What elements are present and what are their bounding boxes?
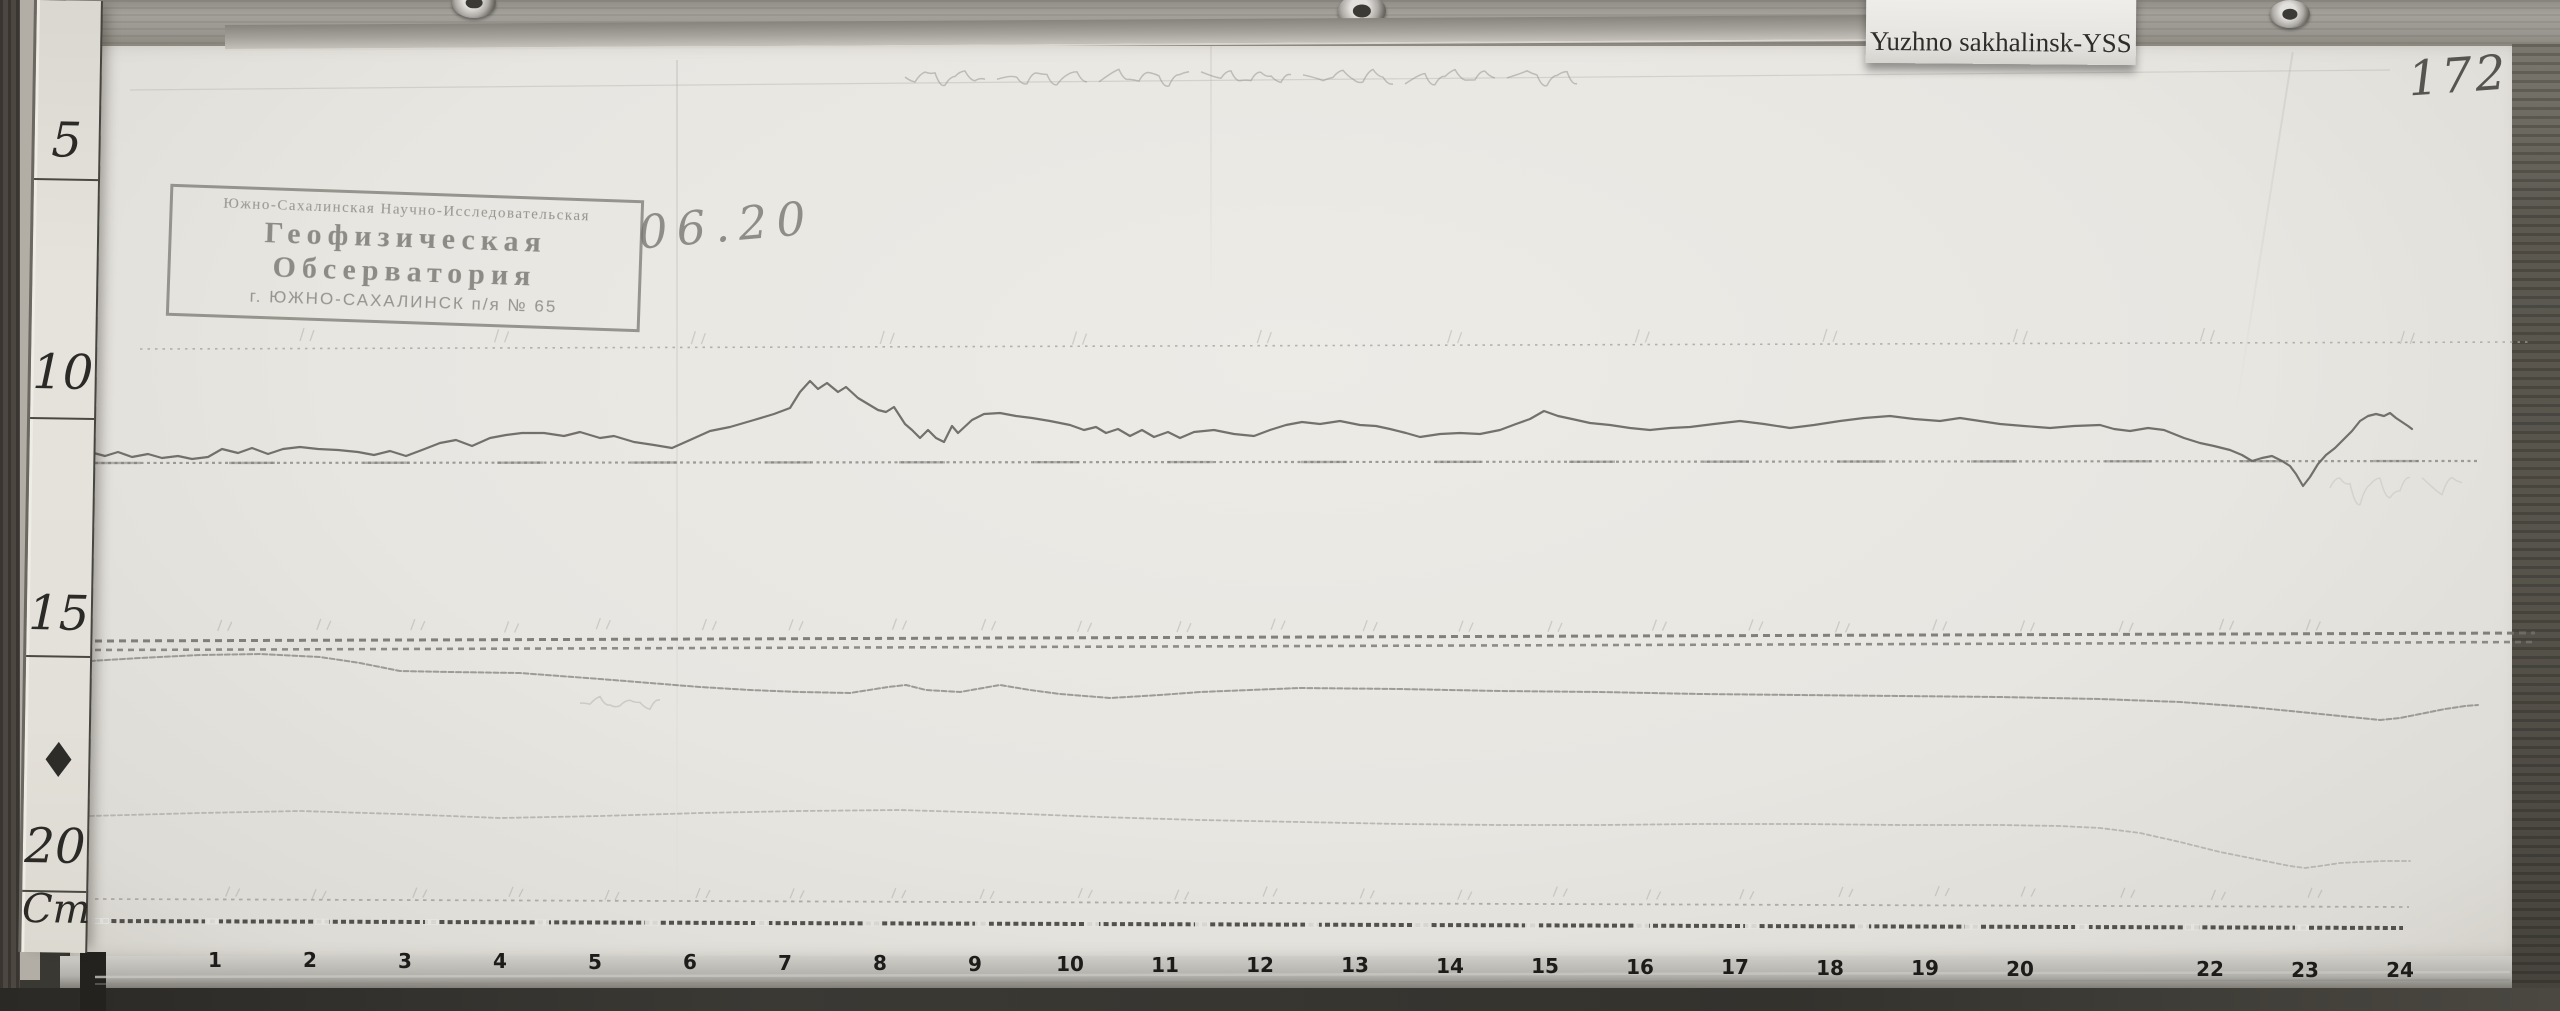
baseline-upper-dotted (94, 459, 2479, 465)
hour-label-16: 16 (1626, 954, 1654, 979)
paper-bottom-edge-a (94, 970, 2511, 979)
hour-label-8: 8 (873, 951, 887, 976)
hour-label-5: 5 (588, 949, 602, 974)
hour-label-18: 18 (1816, 955, 1844, 980)
screw-icon (2270, 0, 2310, 28)
hour-label-14: 14 (1436, 953, 1464, 978)
chart-paper-sheet (70, 36, 2516, 960)
ruler-mark-15: 15 (27, 584, 90, 642)
diamond-icon: ◆ (45, 730, 73, 783)
trace-middle-smooth (89, 653, 2479, 721)
ruler-foot-shadow (80, 952, 106, 1011)
ruler-division-line (34, 178, 99, 182)
bottom-bold-dash (94, 919, 2404, 930)
screw-icon (452, 0, 496, 18)
wood-left-edge (0, 0, 20, 1011)
paper-bottom-edge-b (94, 979, 2511, 985)
sheet-number-handwritten: 172 (2406, 44, 2511, 108)
hour-label-12: 12 (1246, 952, 1274, 977)
hour-label-2: 2 (303, 948, 317, 973)
ruler-division-line (26, 654, 91, 659)
hour-label-9: 9 (968, 951, 982, 976)
hour-label-4: 4 (493, 949, 507, 974)
trace-lower-faint (89, 809, 2411, 869)
hour-label-15: 15 (1531, 954, 1559, 979)
hour-label-10: 10 (1056, 952, 1084, 977)
hour-label-24: 24 (2386, 958, 2414, 983)
hour-label-19: 19 (1911, 956, 1939, 981)
hour-label-1: 1 (208, 948, 222, 972)
observatory-stamp: Южно-Сахалинская Научно-Исследовательска… (165, 183, 645, 333)
faint-scale-values-upper (299, 327, 2415, 345)
hour-label-17: 17 (1721, 955, 1749, 980)
hour-label-7: 7 (778, 950, 792, 975)
hour-ticks-lower (225, 885, 2323, 901)
double-dash-lower (94, 640, 2536, 652)
station-label-text: Yuzhno sakhalinsk-YSS (1869, 25, 2132, 59)
stamp-line-2: Геофизическая Обсерватория (263, 216, 548, 293)
pencil-dotted-upper (139, 341, 2531, 350)
pencil-scribble-mid-left (579, 695, 661, 711)
wood-bottom-edge (0, 988, 2560, 1011)
double-dash-upper (94, 631, 2536, 643)
pencil-scribble-right-end (2329, 476, 2463, 506)
hour-label-20: 20 (2006, 956, 2034, 981)
pencil-dotted-lower (94, 898, 2410, 908)
ruler-mark-20: 20 (23, 817, 86, 875)
trace-upper-active (88, 379, 2414, 488)
ruler-mark-cm: Cm (21, 885, 91, 934)
faint-handwriting-top (904, 68, 1578, 87)
hour-label-3: 3 (398, 948, 412, 973)
hour-ticks-middle (217, 617, 2321, 633)
ruler-mark-10: 10 (31, 344, 94, 402)
hour-label-23: 23 (2291, 957, 2319, 982)
hour-label-11: 11 (1151, 952, 1179, 977)
hour-label-13: 13 (1341, 953, 1369, 978)
hour-label-22: 22 (2196, 957, 2224, 982)
hour-label-6: 6 (683, 950, 697, 975)
ruler-division-line (30, 416, 95, 421)
top-edge-pencil-line (129, 69, 2391, 91)
ruler-mark-5: 5 (50, 112, 83, 169)
station-label-card: Yuzhno sakhalinsk-YSS (1865, 0, 2137, 66)
wood-right-edge (2512, 44, 2560, 1011)
